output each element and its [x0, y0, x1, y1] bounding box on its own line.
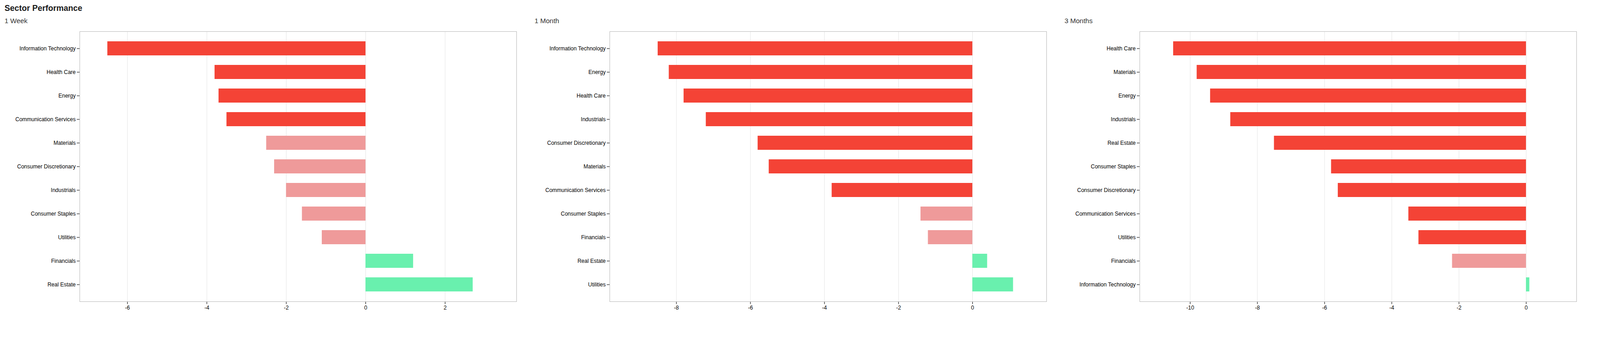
svg-text:Financials: Financials: [50, 258, 76, 265]
html-text:1 Week: 1 Week: [4, 16, 28, 25]
svg-text:Materials: Materials: [583, 163, 606, 170]
svg-text:Information Technology: Information Technology: [19, 45, 76, 52]
svg-text:-6: -6: [1322, 305, 1328, 312]
svg-text:Health Care: Health Care: [46, 69, 76, 76]
svg-text:Real Estate: Real Estate: [1107, 140, 1136, 147]
svg-text:Information Technology: Information Technology: [1079, 281, 1136, 289]
svg-text:-8: -8: [1255, 305, 1260, 312]
svg-text:-4: -4: [822, 305, 828, 312]
svg-text:-2: -2: [895, 305, 901, 312]
svg-text:-6: -6: [748, 305, 754, 312]
svg-text:Health Care: Health Care: [576, 92, 606, 100]
svg-text:Materials: Materials: [53, 140, 76, 147]
svg-text:Consumer Staples: Consumer Staples: [30, 210, 76, 218]
svg-text:-6: -6: [125, 305, 130, 312]
svg-text:Financials: Financials: [1110, 258, 1136, 265]
svg-text:Communication Services: Communication Services: [15, 116, 76, 123]
svg-text:Energy: Energy: [588, 69, 606, 76]
svg-text:Industrials: Industrials: [50, 187, 76, 194]
svg-text:Information Technology: Information Technology: [549, 45, 606, 52]
svg-text:Communication Services: Communication Services: [1075, 210, 1136, 218]
svg-text:Utilities: Utilities: [58, 234, 76, 241]
svg-text:Utilities: Utilities: [588, 281, 606, 289]
svg-text:-2: -2: [1456, 305, 1462, 312]
svg-text:Consumer Staples: Consumer Staples: [1090, 163, 1136, 170]
svg-text:Energy: Energy: [58, 92, 76, 100]
svg-text:0: 0: [364, 305, 368, 312]
svg-text:2: 2: [443, 305, 447, 312]
html-text:Sector Performance: Sector Performance: [4, 3, 83, 13]
svg-text:Industrials: Industrials: [580, 116, 606, 123]
svg-text:-8: -8: [674, 305, 680, 312]
svg-text:Health Care: Health Care: [1106, 45, 1136, 52]
svg-text:Utilities: Utilities: [1118, 234, 1136, 241]
svg-text:Communication Services: Communication Services: [545, 187, 606, 194]
svg-text:Consumer Discretionary: Consumer Discretionary: [547, 140, 606, 147]
svg-text:0: 0: [1524, 305, 1528, 312]
svg-text:Real Estate: Real Estate: [577, 258, 606, 265]
svg-text:Consumer Discretionary: Consumer Discretionary: [17, 163, 76, 170]
svg-text:-2: -2: [283, 305, 289, 312]
svg-text:Industrials: Industrials: [1110, 116, 1136, 123]
svg-text:Financials: Financials: [580, 234, 606, 241]
svg-text:0: 0: [970, 305, 975, 312]
svg-text:Energy: Energy: [1118, 92, 1136, 100]
svg-text:-4: -4: [1389, 305, 1395, 312]
html-text:1 Month: 1 Month: [534, 16, 560, 25]
svg-text:-10: -10: [1186, 305, 1195, 312]
svg-text:Consumer Staples: Consumer Staples: [560, 210, 606, 218]
svg-text:Real Estate: Real Estate: [47, 281, 76, 289]
html-text:3 Months: 3 Months: [1064, 16, 1093, 25]
svg-text:Materials: Materials: [1113, 69, 1136, 76]
svg-text:-4: -4: [204, 305, 210, 312]
svg-text:Consumer Discretionary: Consumer Discretionary: [1077, 187, 1136, 194]
